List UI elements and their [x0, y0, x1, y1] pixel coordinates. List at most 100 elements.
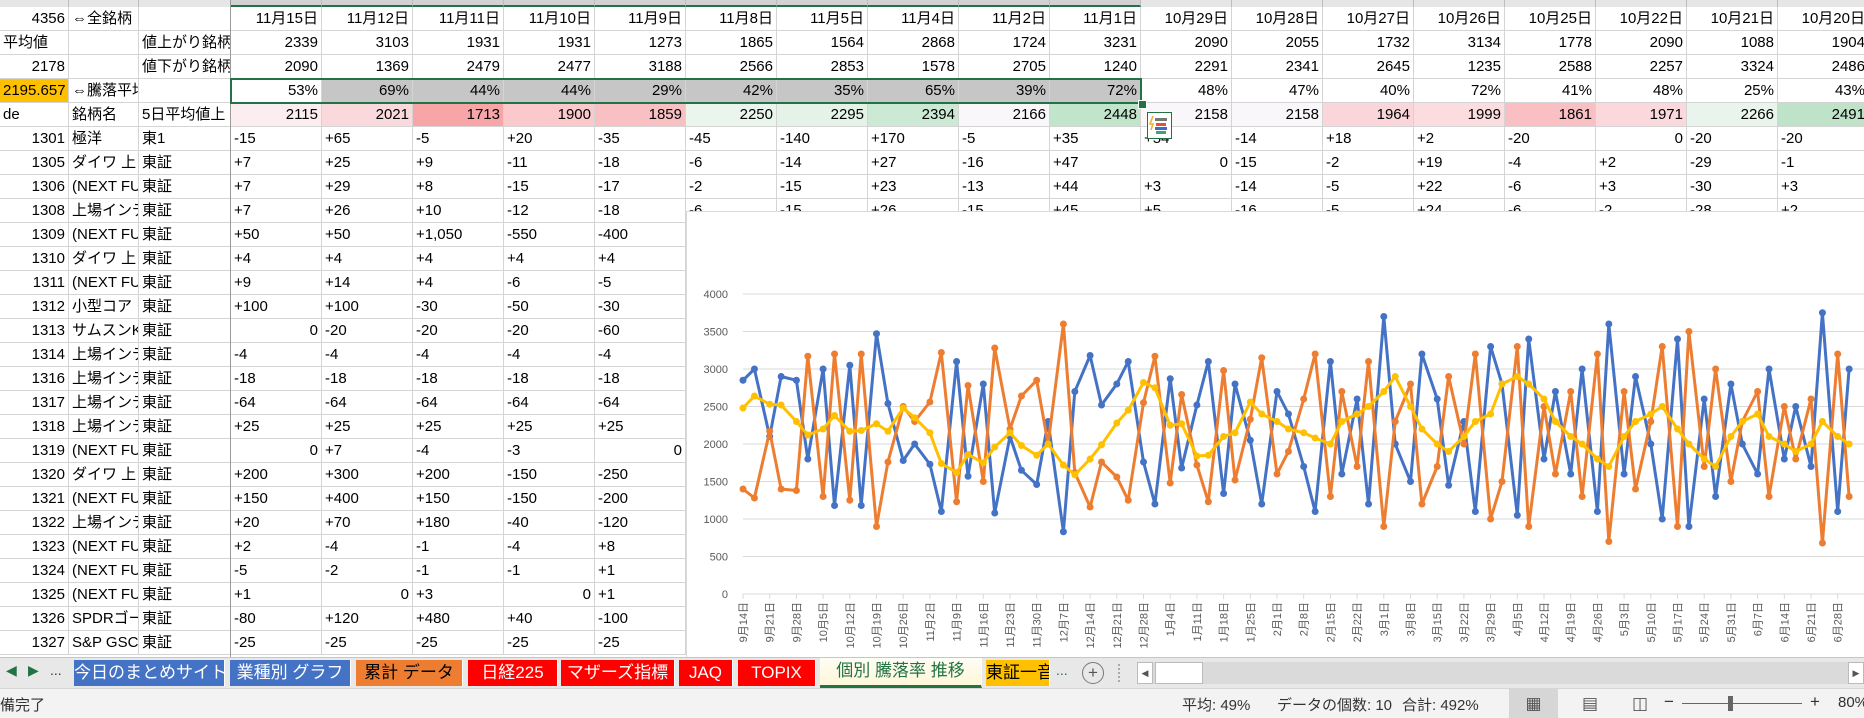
stock-name[interactable]: 上場インデ: [69, 391, 139, 415]
price-change-cell[interactable]: +20: [504, 127, 595, 151]
cell-b[interactable]: [69, 31, 139, 55]
sheet-tab[interactable]: 業種別 グラフ: [230, 660, 351, 686]
cell-c[interactable]: 値上がり銘柄: [139, 31, 231, 55]
price-change-cell[interactable]: -14: [1232, 175, 1323, 199]
summary-cell[interactable]: 2257: [1596, 55, 1687, 79]
price-change-cell[interactable]: -4: [231, 343, 322, 367]
summary-cell[interactable]: 2295: [777, 103, 868, 127]
price-change-cell[interactable]: 0: [322, 583, 413, 607]
summary-cell[interactable]: 2250: [686, 103, 777, 127]
price-change-cell[interactable]: +70: [322, 511, 413, 535]
summary-cell[interactable]: 2115: [231, 103, 322, 127]
price-change-cell[interactable]: -120: [595, 511, 686, 535]
column-header[interactable]: [69, 0, 139, 7]
price-change-cell[interactable]: -100: [595, 607, 686, 631]
cell-a[interactable]: de: [0, 103, 69, 127]
price-change-cell[interactable]: -20: [1505, 127, 1596, 151]
column-header[interactable]: [413, 0, 504, 7]
price-change-cell[interactable]: +100: [231, 295, 322, 319]
date-header[interactable]: 11月15日: [231, 7, 322, 31]
tab-scroll-right-icon[interactable]: ▶: [28, 662, 39, 678]
price-change-cell[interactable]: +180: [413, 511, 504, 535]
price-change-cell[interactable]: -60: [595, 319, 686, 343]
stock-name[interactable]: (NEXT FU: [69, 175, 139, 199]
summary-cell[interactable]: 44%: [413, 79, 504, 103]
stock-code[interactable]: 1314: [0, 343, 69, 367]
market[interactable]: 東証: [139, 415, 231, 439]
summary-cell[interactable]: 1564: [777, 31, 868, 55]
summary-cell[interactable]: 1971: [1596, 103, 1687, 127]
stock-name[interactable]: (NEXT FU: [69, 559, 139, 583]
summary-cell[interactable]: 3134: [1414, 31, 1505, 55]
stock-name[interactable]: 上場インデ: [69, 199, 139, 223]
price-change-cell[interactable]: -2: [1323, 151, 1414, 175]
market[interactable]: 東証: [139, 295, 231, 319]
price-change-cell[interactable]: +4: [413, 247, 504, 271]
column-header[interactable]: [0, 0, 69, 7]
add-sheet-button[interactable]: +: [1082, 662, 1104, 684]
price-change-cell[interactable]: +7: [231, 175, 322, 199]
summary-cell[interactable]: 2021: [322, 103, 413, 127]
column-header[interactable]: [595, 0, 686, 7]
line-chart[interactable]: 0 500 1000 1500 2000 2500 3000 3500 4000 9月14日 9月2…: [686, 211, 1864, 658]
price-change-cell[interactable]: -25: [595, 631, 686, 655]
price-change-cell[interactable]: +4: [413, 271, 504, 295]
price-change-cell[interactable]: -5: [231, 559, 322, 583]
price-change-cell[interactable]: -18: [231, 367, 322, 391]
price-change-cell[interactable]: -18: [595, 151, 686, 175]
page-layout-view-button[interactable]: ▤: [1570, 689, 1610, 718]
price-change-cell[interactable]: -150: [504, 487, 595, 511]
column-header[interactable]: [139, 0, 231, 7]
price-change-cell[interactable]: -25: [413, 631, 504, 655]
date-header[interactable]: 10月26日: [1414, 7, 1505, 31]
price-change-cell[interactable]: -80: [231, 607, 322, 631]
stock-name[interactable]: 上場インデ: [69, 367, 139, 391]
summary-cell[interactable]: 72%: [1414, 79, 1505, 103]
price-change-cell[interactable]: +2: [1596, 151, 1687, 175]
market[interactable]: 東1: [139, 127, 231, 151]
price-change-cell[interactable]: +7: [231, 151, 322, 175]
price-change-cell[interactable]: -15: [777, 175, 868, 199]
price-change-cell[interactable]: +1: [595, 559, 686, 583]
price-change-cell[interactable]: -35: [595, 127, 686, 151]
cell-c[interactable]: 5日平均値上: [139, 103, 231, 127]
column-header[interactable]: [1596, 0, 1687, 7]
market[interactable]: 東証: [139, 223, 231, 247]
sheet-tab[interactable]: 個別 騰落率 推移: [820, 658, 982, 688]
summary-cell[interactable]: 1369: [322, 55, 413, 79]
price-change-cell[interactable]: -140: [777, 127, 868, 151]
price-change-cell[interactable]: -20: [322, 319, 413, 343]
market[interactable]: 東証: [139, 631, 231, 655]
price-change-cell[interactable]: -3: [504, 439, 595, 463]
quick-analysis-button[interactable]: [1147, 112, 1172, 139]
market[interactable]: 東証: [139, 319, 231, 343]
cell-c[interactable]: [139, 79, 231, 103]
summary-cell[interactable]: 43%: [1778, 79, 1864, 103]
price-change-cell[interactable]: -14: [777, 151, 868, 175]
price-change-cell[interactable]: -20: [504, 319, 595, 343]
date-header[interactable]: 11月2日: [959, 7, 1050, 31]
price-change-cell[interactable]: +27: [868, 151, 959, 175]
price-change-cell[interactable]: -4: [322, 343, 413, 367]
sheet-tab[interactable]: 東証一音: [986, 660, 1050, 686]
date-header[interactable]: 11月12日: [322, 7, 413, 31]
price-change-cell[interactable]: +19: [1414, 151, 1505, 175]
summary-cell[interactable]: 2566: [686, 55, 777, 79]
market[interactable]: 東証: [139, 511, 231, 535]
price-change-cell[interactable]: +120: [322, 607, 413, 631]
price-change-cell[interactable]: +3: [1778, 175, 1864, 199]
stock-code[interactable]: 1305: [0, 151, 69, 175]
price-change-cell[interactable]: +7: [231, 199, 322, 223]
stock-name[interactable]: 上場インデ: [69, 343, 139, 367]
price-change-cell[interactable]: +7: [322, 439, 413, 463]
price-change-cell[interactable]: -4: [504, 535, 595, 559]
price-change-cell[interactable]: -12: [504, 199, 595, 223]
price-change-cell[interactable]: +4: [595, 247, 686, 271]
summary-cell[interactable]: 47%: [1232, 79, 1323, 103]
summary-cell[interactable]: 2090: [231, 55, 322, 79]
price-change-cell[interactable]: +150: [413, 487, 504, 511]
summary-cell[interactable]: 1578: [868, 55, 959, 79]
summary-cell[interactable]: 2853: [777, 55, 868, 79]
cell-a[interactable]: 平均値: [0, 31, 69, 55]
price-change-cell[interactable]: +400: [322, 487, 413, 511]
